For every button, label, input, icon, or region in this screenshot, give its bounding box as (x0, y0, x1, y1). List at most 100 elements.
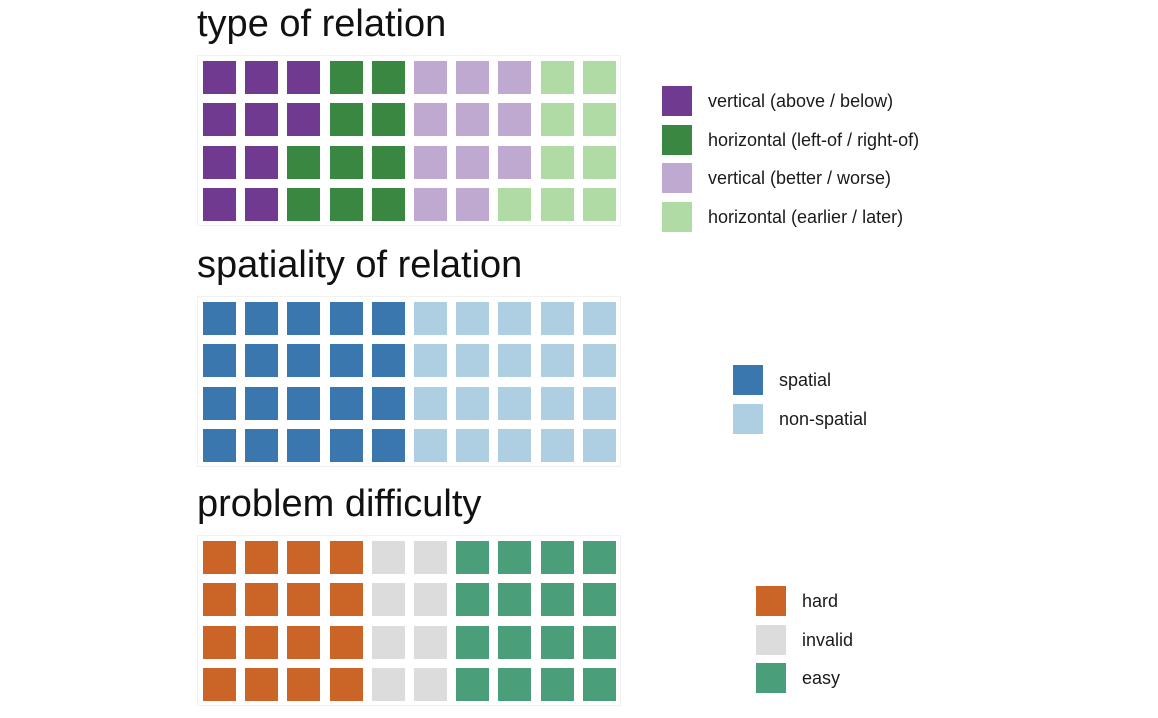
waffle-cell (456, 386, 490, 420)
waffle-cell (287, 344, 321, 378)
waffle-cell (414, 583, 447, 617)
waffle-cell (329, 61, 363, 94)
waffle-cell (245, 61, 279, 94)
waffle-cell (371, 103, 405, 137)
legend-label: vertical (above / below) (708, 91, 894, 111)
waffle-cell (203, 386, 236, 420)
waffle-cell (456, 145, 490, 179)
waffle-cell (287, 583, 321, 617)
legend-swatch (733, 365, 763, 395)
waffle-cell (498, 61, 532, 94)
waffle-cell (456, 668, 490, 702)
waffle-cell (245, 145, 279, 179)
waffle-cell (203, 302, 236, 335)
waffle-cell (582, 429, 616, 463)
waffle-cell (371, 625, 405, 659)
waffle-cell (203, 344, 236, 378)
waffle-cell (371, 145, 405, 179)
waffle-cell (203, 625, 236, 659)
legend-label: invalid (802, 629, 854, 650)
waffle-cell (414, 188, 447, 222)
waffle-cell (329, 145, 363, 179)
waffle-cell (540, 302, 574, 335)
waffle-cell (371, 344, 405, 378)
waffle-cell (287, 386, 321, 420)
legend-swatch (662, 124, 692, 155)
waffle-cell (540, 429, 574, 463)
waffle-cell (540, 668, 574, 702)
waffle-cell (498, 583, 532, 617)
waffle-cell (287, 429, 321, 463)
waffle-cell (456, 429, 490, 463)
waffle-cell (582, 668, 616, 702)
waffle-cell (540, 188, 574, 222)
waffle-cell (582, 541, 616, 574)
waffle-cell (540, 61, 574, 94)
waffle-cell (203, 583, 236, 617)
waffle-cell (582, 386, 616, 420)
waffle-cell (245, 188, 279, 222)
waffle-grid (197, 55, 621, 226)
waffle-cell (245, 386, 279, 420)
waffle-cell (329, 103, 363, 137)
waffle-chart-problem-difficulty: problem difficulty hard invalid easy (0, 480, 1158, 718)
waffle-cell (414, 302, 447, 335)
legend-label: hard (802, 591, 839, 611)
waffle-grid (197, 535, 621, 706)
waffle-cell (582, 583, 616, 617)
waffle-cell (329, 668, 363, 702)
waffle-cell (456, 583, 490, 617)
waffle-cell (582, 302, 616, 335)
waffle-cell (203, 61, 236, 94)
waffle-cell (245, 429, 279, 463)
waffle-cell (414, 103, 447, 137)
waffle-cell (414, 344, 447, 378)
waffle-cell (287, 188, 321, 222)
waffle-cell (329, 583, 363, 617)
waffle-cell (329, 344, 363, 378)
waffle-cell (582, 145, 616, 179)
waffle-cell (498, 344, 532, 378)
legend-swatch (662, 201, 692, 232)
waffle-cell (203, 429, 236, 463)
waffle-cell (287, 145, 321, 179)
waffle-cell (287, 668, 321, 702)
waffle-cell (245, 625, 279, 659)
waffle-cell (371, 302, 405, 335)
waffle-cell (582, 188, 616, 222)
waffle-grid (197, 296, 621, 467)
waffle-cell (456, 61, 490, 94)
waffle-cell (329, 429, 363, 463)
waffle-cell (245, 541, 279, 574)
legend-swatch (733, 403, 763, 434)
waffle-cell (582, 103, 616, 137)
waffle-cell (414, 668, 447, 702)
waffle-cell (540, 103, 574, 137)
waffle-cell (329, 188, 363, 222)
legend-swatch (756, 624, 786, 655)
waffle-cell (371, 429, 405, 463)
waffle-cell (287, 302, 321, 335)
waffle-cell (414, 386, 447, 420)
waffle-cell (540, 344, 574, 378)
waffle-cell (371, 668, 405, 702)
waffle-cell (498, 625, 532, 659)
waffle-cell (582, 344, 616, 378)
legend-swatch (756, 586, 786, 616)
waffle-cell (329, 302, 363, 335)
waffle-cell (540, 541, 574, 574)
waffle-cell (371, 188, 405, 222)
waffle-cell (371, 61, 405, 94)
waffle-cell (498, 541, 532, 574)
waffle-cell (414, 429, 447, 463)
waffle-cell (329, 386, 363, 420)
waffle-cell (414, 145, 447, 179)
legend-swatch (756, 663, 786, 693)
legend-label: easy (802, 668, 841, 688)
waffle-cell (414, 61, 447, 94)
waffle-cell (414, 541, 447, 574)
waffle-cell (456, 541, 490, 574)
chart-title: type of relation (197, 3, 447, 45)
legend-swatch (662, 163, 692, 193)
waffle-chart-type-of-relation: type of relation vertical (above / below… (0, 0, 1158, 238)
